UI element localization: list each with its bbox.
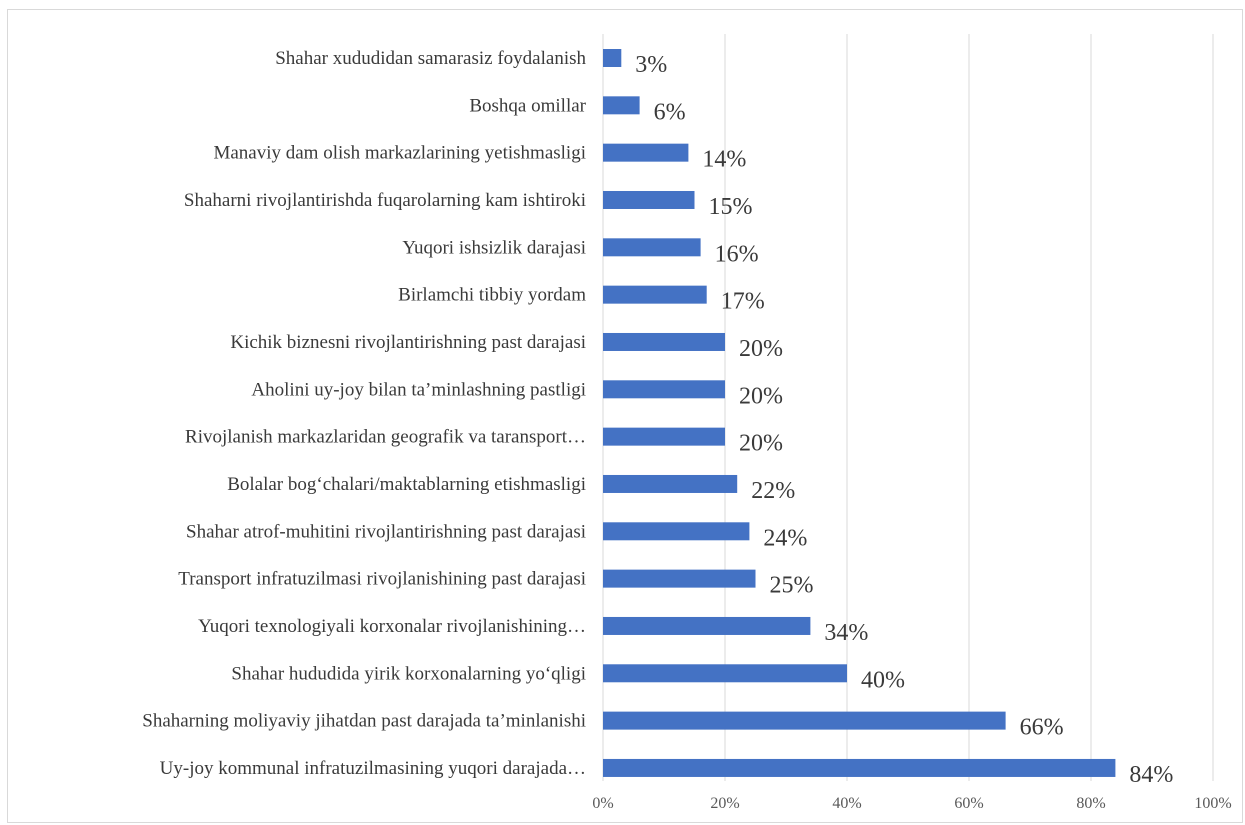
bars [603, 49, 1116, 777]
bar [603, 711, 1006, 730]
category-label: Shaharning moliyaviy jihatdan past daraj… [142, 711, 586, 732]
data-label: 16% [715, 241, 759, 267]
bar [603, 332, 725, 351]
bar [603, 522, 750, 541]
bar [603, 285, 707, 304]
category-label: Yuqori texnologiyali korxonalar rivojlan… [198, 616, 586, 637]
category-label: Shahar atrof-muhitini rivojlantirishning… [186, 521, 586, 542]
data-label: 66% [1020, 715, 1064, 741]
category-label: Manaviy dam olish markazlarining yetishm… [213, 143, 586, 164]
category-label: Transport infratuzilmasi rivojlanishinin… [178, 569, 586, 590]
x-tick-label: 20% [710, 795, 739, 812]
bar [603, 380, 725, 399]
category-label: Shahar xududidan samarasiz foydalanish [275, 48, 586, 69]
bar [603, 616, 811, 635]
data-label: 25% [770, 573, 814, 599]
category-label: Aholini uy-joy bilan ta’minlashning past… [251, 379, 586, 400]
x-tick-label: 80% [1076, 795, 1105, 812]
gridlines [602, 34, 1214, 781]
category-label: Kichik biznesni rivojlantirishning past … [230, 332, 586, 353]
category-label: Bolalar bog‘chalari/maktablarning etishm… [227, 474, 586, 495]
bar [603, 96, 640, 115]
x-tick-label: 0% [592, 795, 613, 812]
bar [603, 569, 756, 588]
data-label: 20% [739, 383, 783, 409]
data-label: 20% [739, 431, 783, 457]
x-tick-label: 100% [1194, 795, 1231, 812]
data-label: 22% [751, 478, 795, 504]
category-label: Shaharni rivojlantirishda fuqarolarning … [184, 190, 586, 211]
data-label: 24% [763, 525, 807, 551]
data-label: 17% [721, 289, 765, 315]
category-label: Shahar hududida yirik korxonalarning yo‘… [231, 663, 586, 684]
category-label: Rivojlanish markazlaridan geografik va t… [185, 427, 586, 448]
data-label: 20% [739, 336, 783, 362]
category-labels: Shahar xududidan samarasiz foydalanish Bo… [142, 48, 586, 779]
bar [603, 49, 622, 67]
x-axis-tick-labels: 0% 20% 40% 60% 80% 100% [592, 795, 1231, 812]
data-label: 15% [709, 194, 753, 220]
category-label: Boshqa omillar [469, 95, 586, 116]
bar [603, 758, 1116, 777]
bar [603, 143, 689, 162]
data-label: 34% [824, 620, 868, 646]
bar [603, 427, 725, 446]
data-label: 84% [1129, 762, 1173, 788]
chart-area [7, 9, 1243, 823]
x-tick-label: 60% [954, 795, 983, 812]
bar [603, 664, 847, 683]
bar [603, 474, 738, 493]
data-label: 6% [654, 99, 686, 125]
category-label: Uy-joy kommunal infratuzilmasining yuqor… [160, 758, 586, 779]
bar [603, 238, 701, 257]
data-labels: 3% 6% 14% 15% 16% 17% 20% 20% 20% 22% 24% 25% 34% 40%… [635, 52, 1173, 788]
category-label: Yuqori ishsizlik darajasi [402, 237, 586, 258]
data-label: 14% [702, 147, 746, 173]
data-label: 3% [635, 52, 667, 78]
bar [603, 190, 695, 209]
category-label: Birlamchi tibbiy yordam [398, 285, 586, 306]
data-label: 40% [861, 667, 905, 693]
x-tick-label: 40% [832, 795, 861, 812]
